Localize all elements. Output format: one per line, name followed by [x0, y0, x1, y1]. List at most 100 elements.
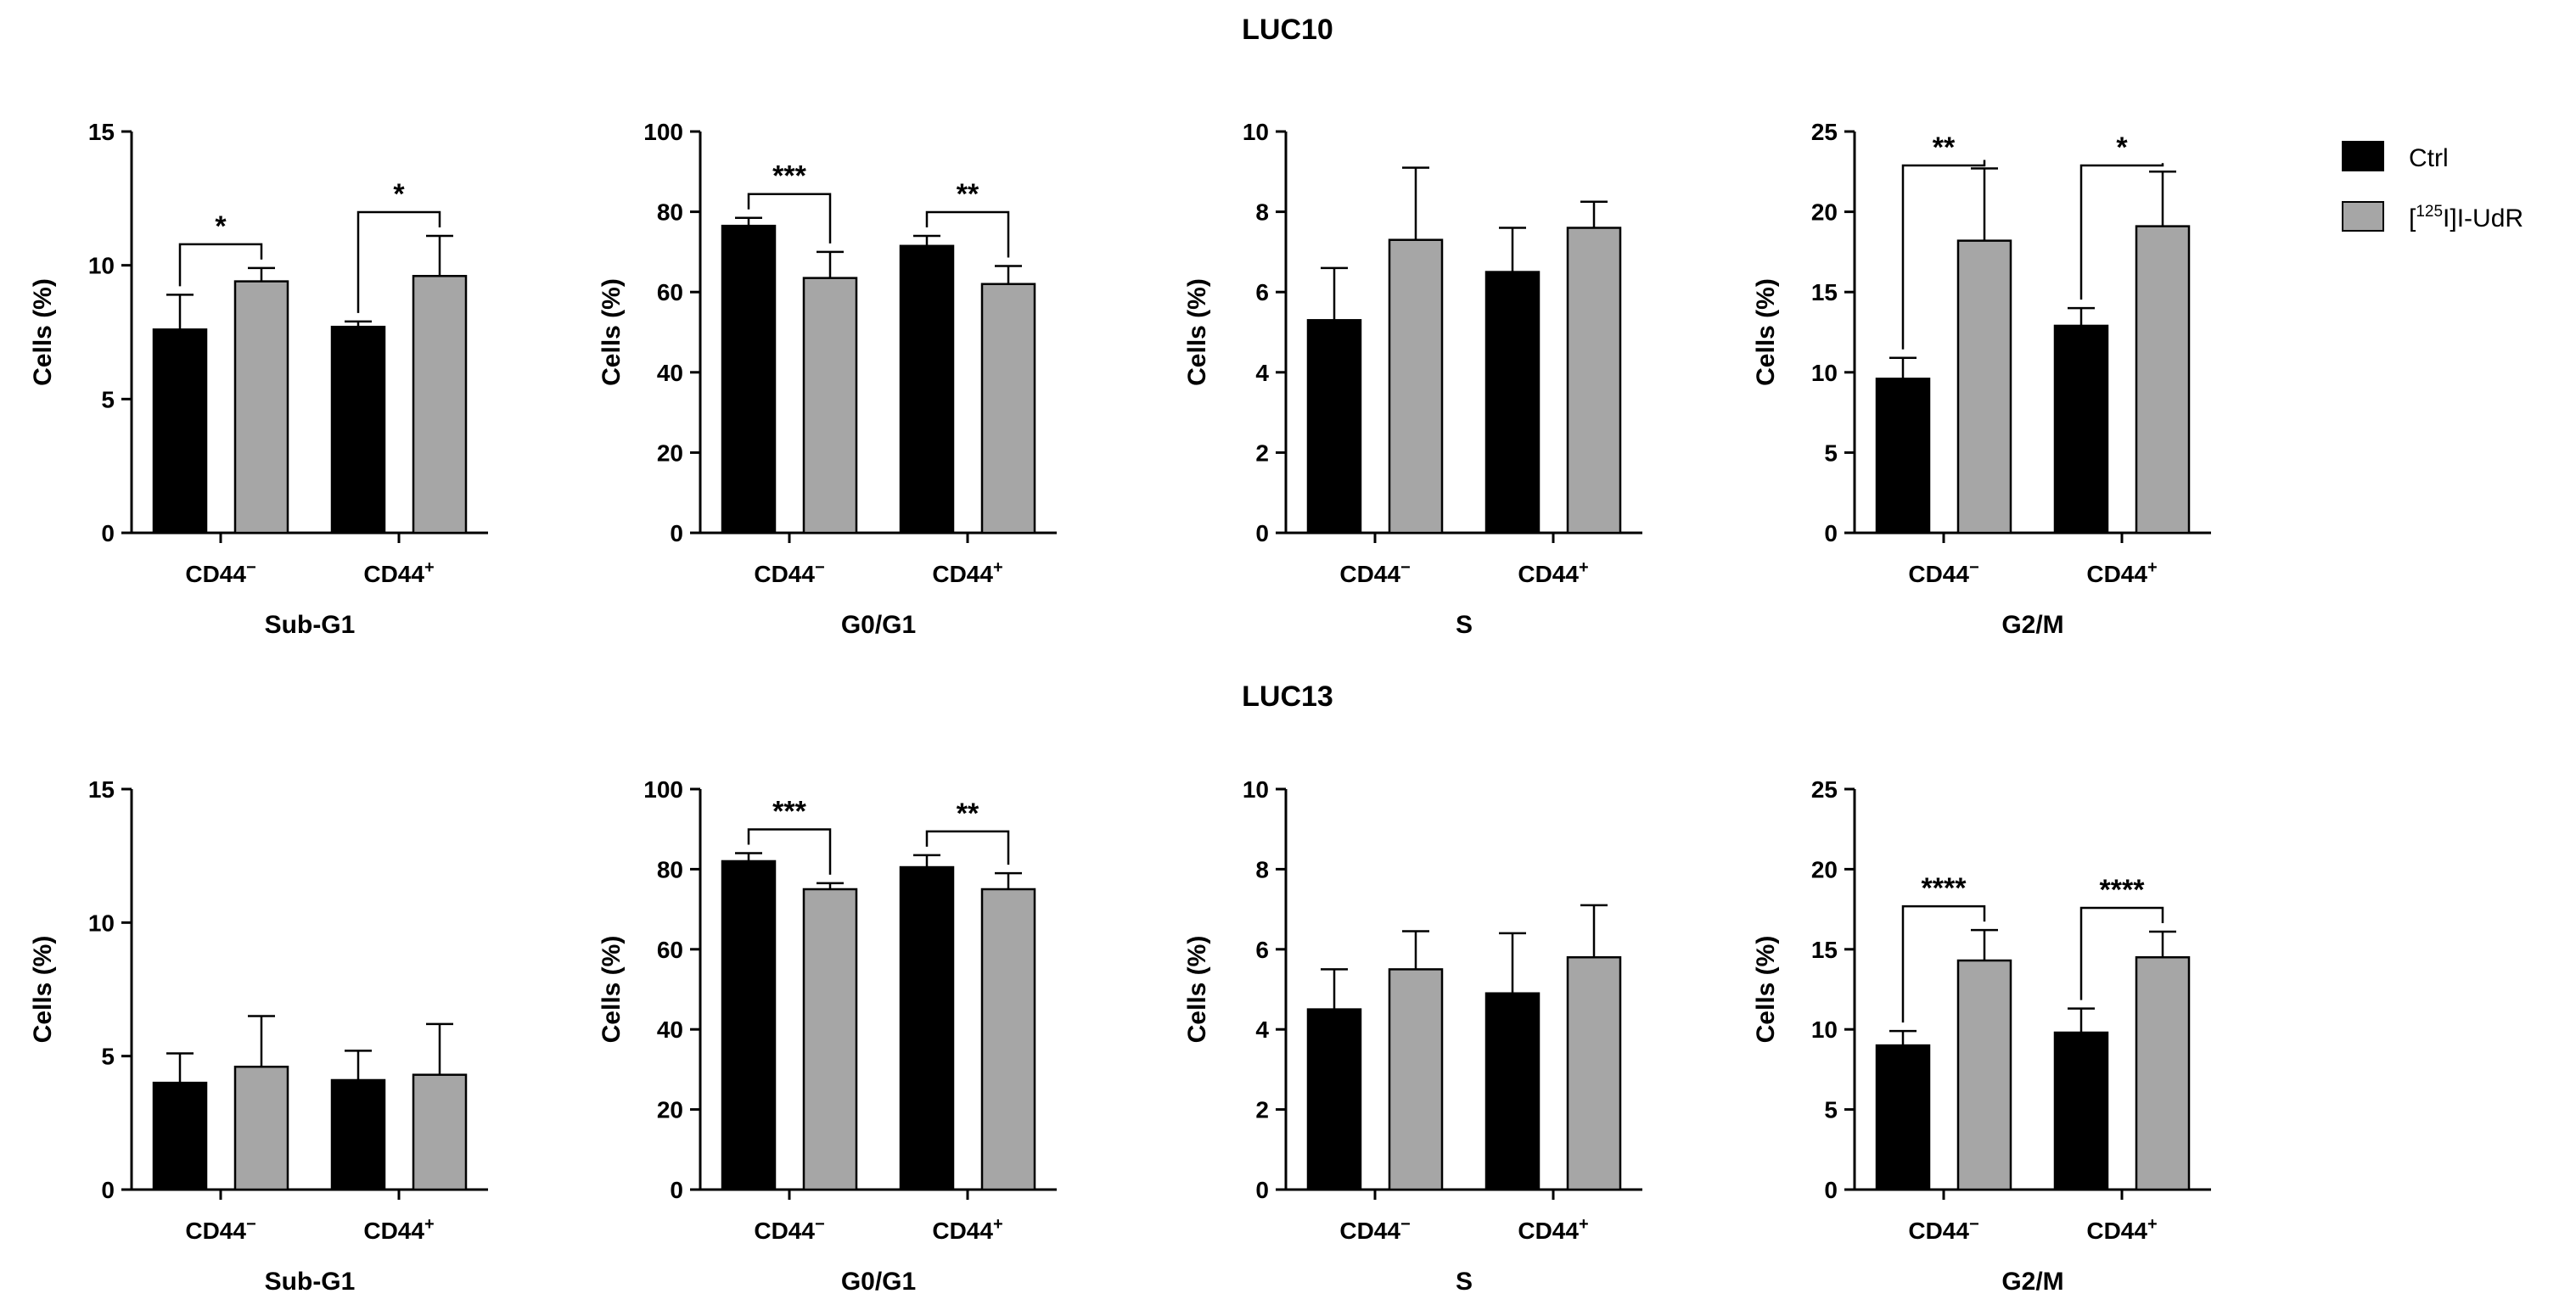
- x-category-label: CD44−: [1908, 1215, 1978, 1244]
- bar-iudr: [980, 888, 1036, 1191]
- y-tick-label: 4: [1255, 360, 1269, 386]
- panel-s: 0 2 4 6 8 10 Cells (%) CD44− CD44+ S: [1183, 119, 1642, 639]
- significance-bracket: [2079, 163, 2164, 300]
- bar-ctrl: [1875, 378, 1931, 535]
- panel-sub-g1: 0 5 10 15 Cells (%) CD44− CD44+Sub-G1: [29, 776, 488, 1296]
- y-tick-label: 20: [657, 1097, 683, 1123]
- x-category-label: CD44+: [932, 558, 1002, 587]
- significance-bracket: [356, 210, 441, 313]
- panel-g2-m: 0 5 10 15 20 25 Cells (%) CD44− ** CD44+ * G2/M: [1752, 119, 2211, 639]
- y-axis-label: Cells (%): [1183, 278, 1211, 386]
- bar-iudr: [412, 275, 468, 535]
- x-axis-label: G0/G1: [841, 1268, 916, 1296]
- y-tick-label: 6: [1255, 937, 1269, 963]
- bar-ctrl: [721, 224, 777, 535]
- y-tick-label: 10: [1243, 119, 1269, 145]
- x-axis-label: S: [1456, 1268, 1473, 1296]
- bar-ctrl: [899, 865, 955, 1191]
- x-category-label: CD44−: [185, 558, 255, 587]
- bar-iudr: [802, 888, 858, 1191]
- significance-bracket: [747, 193, 832, 244]
- y-tick-label: 10: [1243, 776, 1269, 803]
- bar-ctrl: [1306, 1008, 1362, 1191]
- bar-ctrl: [330, 325, 386, 535]
- y-tick-label: 25: [1811, 119, 1838, 145]
- y-tick-label: 8: [1255, 199, 1269, 226]
- x-axis-label: Sub-G1: [265, 1268, 356, 1296]
- bar-iudr: [2135, 225, 2191, 535]
- y-tick-label: 15: [88, 119, 115, 145]
- significance-label: **: [957, 798, 979, 830]
- y-axis-label: Cells (%): [598, 936, 626, 1044]
- x-category-label: CD44+: [2086, 558, 2157, 587]
- x-category-label: CD44+: [363, 1215, 434, 1244]
- y-tick-label: 10: [1811, 360, 1838, 386]
- bar-iudr: [1956, 959, 2012, 1191]
- y-tick-label: 10: [88, 253, 115, 279]
- bar-iudr: [1566, 227, 1622, 535]
- x-category-label: CD44+: [1518, 1215, 1588, 1244]
- y-tick-label: 0: [101, 1177, 115, 1203]
- bar-iudr: [2135, 955, 2191, 1191]
- x-category-label: CD44−: [1908, 558, 1978, 587]
- significance-bracket: [1901, 904, 1986, 1023]
- y-tick-label: 60: [657, 279, 683, 305]
- legend-label-iudr: [125I]I-UdR: [2409, 203, 2523, 232]
- bar-ctrl: [330, 1078, 386, 1191]
- significance-bracket: [747, 828, 832, 875]
- bar-iudr: [802, 277, 858, 535]
- y-tick-label: 80: [657, 199, 683, 226]
- significance-label: ****: [2100, 874, 2146, 906]
- significance-label: *: [215, 210, 227, 243]
- bar-iudr: [1956, 239, 2012, 535]
- bar-iudr: [1388, 238, 1444, 535]
- y-tick-label: 2: [1255, 440, 1269, 466]
- bar-iudr: [412, 1073, 468, 1191]
- x-category-label: CD44−: [1339, 558, 1410, 587]
- y-tick-label: 60: [657, 937, 683, 963]
- y-tick-label: 20: [1811, 856, 1838, 882]
- y-tick-label: 40: [657, 1016, 683, 1043]
- y-tick-label: 100: [643, 119, 683, 145]
- y-axis-label: Cells (%): [1752, 278, 1780, 386]
- x-axis-label: G0/G1: [841, 611, 916, 639]
- significance-bracket: [178, 243, 263, 287]
- x-axis-label: G2/M: [2001, 611, 2063, 639]
- legend-label-iudr-sup: 125: [2416, 203, 2443, 221]
- significance-bracket: [925, 210, 1010, 258]
- bar-ctrl: [1484, 992, 1541, 1191]
- bar-ctrl: [899, 244, 955, 535]
- panel-g0-g1: 0 20 40 60 80 100 Cells (%) CD44− *** CD44+ ** G0/G…: [598, 776, 1057, 1296]
- y-tick-label: 20: [657, 440, 683, 466]
- y-tick-label: 0: [101, 520, 115, 546]
- y-tick-label: 5: [101, 386, 115, 412]
- y-tick-label: 20: [1811, 199, 1838, 226]
- significance-label: **: [957, 178, 979, 210]
- y-tick-label: 0: [1255, 1177, 1269, 1203]
- legend-label-ctrl: Ctrl: [2409, 144, 2449, 172]
- y-tick-label: 5: [1824, 440, 1838, 466]
- y-tick-label: 2: [1255, 1097, 1269, 1123]
- y-tick-label: 0: [670, 520, 683, 546]
- y-tick-label: 0: [1255, 520, 1269, 546]
- y-tick-label: 15: [1811, 279, 1838, 305]
- row-title: LUC10: [1242, 14, 1333, 46]
- y-tick-label: 0: [1824, 1177, 1838, 1203]
- y-axis-label: Cells (%): [1183, 936, 1211, 1044]
- x-axis-label: S: [1456, 611, 1473, 639]
- legend: Ctrl [125I]I-UdR: [2342, 141, 2523, 232]
- y-tick-label: 0: [1824, 520, 1838, 546]
- x-category-label: CD44−: [754, 558, 824, 587]
- bar-ctrl: [721, 860, 777, 1191]
- y-tick-label: 25: [1811, 776, 1838, 803]
- panel-g2-m: 0 5 10 15 20 25 Cells (%) CD44− **** CD44+ **** G2/…: [1752, 776, 2211, 1296]
- y-tick-label: 5: [1824, 1097, 1838, 1123]
- y-tick-label: 100: [643, 776, 683, 803]
- panel-sub-g1: 0 5 10 15 Cells (%) CD44− * CD44+ * Sub-G1: [29, 119, 488, 639]
- significance-label: **: [1933, 132, 1956, 164]
- y-tick-label: 40: [657, 360, 683, 386]
- x-category-label: CD44−: [754, 1215, 824, 1244]
- bar-ctrl: [1306, 319, 1362, 535]
